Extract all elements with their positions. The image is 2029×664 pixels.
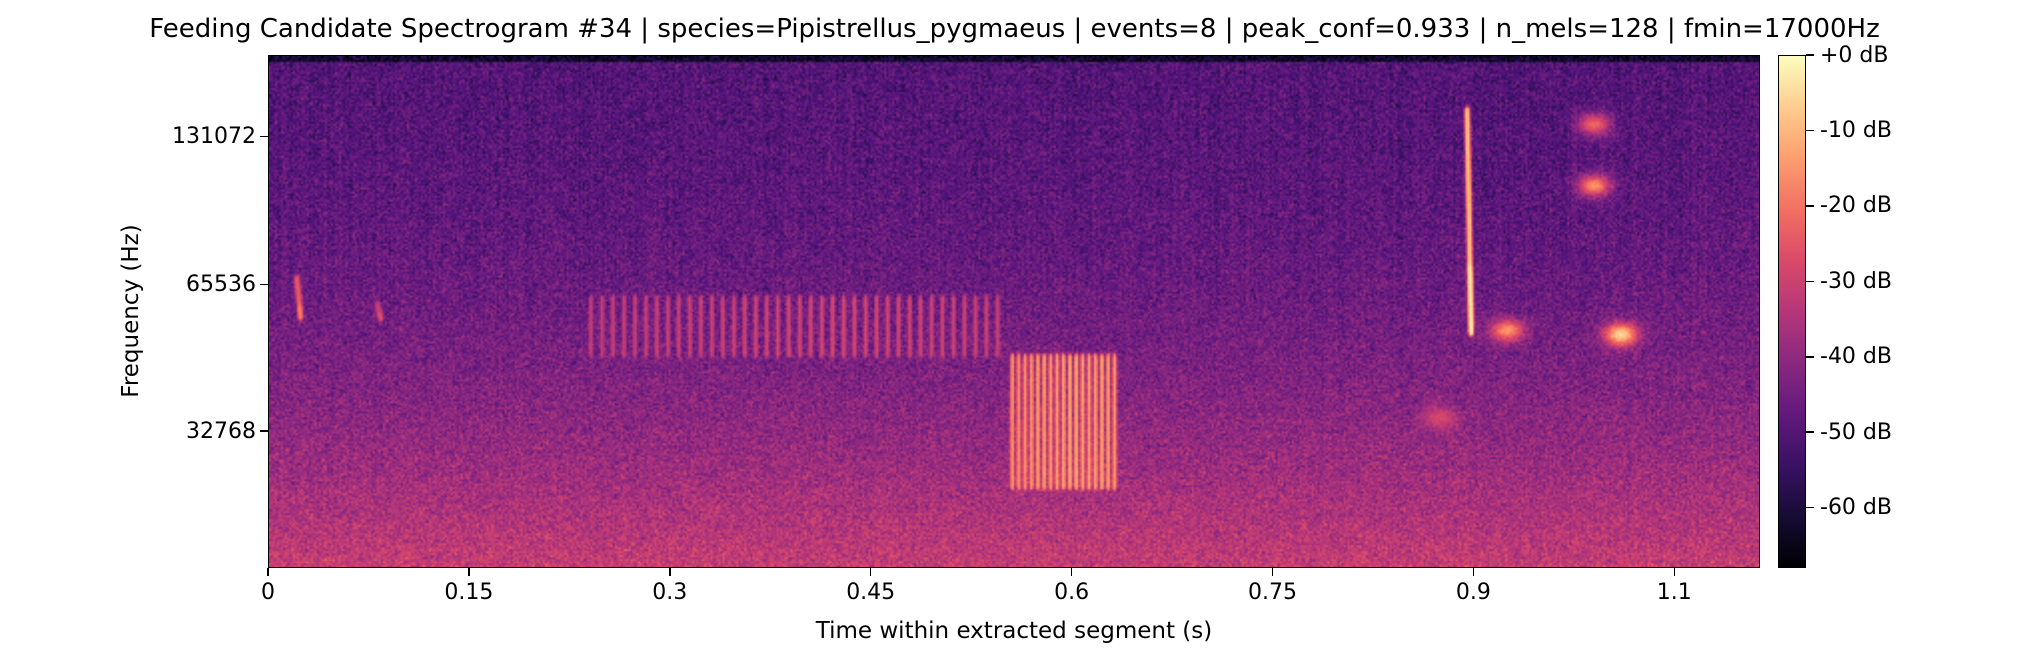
x-tick-label: 0.3 bbox=[652, 580, 688, 605]
colorbar-tick bbox=[1806, 129, 1814, 132]
colorbar-tick bbox=[1806, 54, 1814, 56]
spectrogram-heatmap bbox=[269, 56, 1759, 567]
x-tick-label: 0.9 bbox=[1455, 580, 1491, 605]
x-tick bbox=[1472, 568, 1475, 576]
x-tick-label: 1.1 bbox=[1656, 580, 1692, 605]
x-tick-label: 0.75 bbox=[1247, 580, 1297, 605]
x-tick-label: 0 bbox=[261, 580, 275, 605]
y-tick bbox=[260, 135, 268, 138]
y-tick bbox=[260, 430, 268, 432]
y-tick-label: 32768 bbox=[186, 418, 256, 444]
x-tick bbox=[869, 568, 872, 576]
y-tick bbox=[260, 283, 268, 286]
y-tick-label: 65536 bbox=[186, 271, 256, 297]
x-tick bbox=[669, 568, 671, 576]
colorbar-tick-label: -10 dB bbox=[1820, 117, 1892, 143]
x-tick-label: 0.15 bbox=[444, 580, 494, 605]
colorbar-tick-label: +0 dB bbox=[1820, 42, 1889, 68]
x-tick bbox=[468, 568, 470, 576]
colorbar-tick bbox=[1806, 356, 1814, 358]
chart-title: Feeding Candidate Spectrogram #34 | spec… bbox=[149, 14, 1880, 44]
x-tick bbox=[1070, 568, 1073, 576]
colorbar-tick bbox=[1806, 431, 1814, 433]
x-tick bbox=[267, 568, 269, 576]
colorbar-tick-label: -30 dB bbox=[1820, 268, 1892, 294]
colorbar-tick-label: -40 dB bbox=[1820, 344, 1892, 370]
colorbar-tick bbox=[1806, 205, 1814, 207]
y-axis-label: Frequency (Hz) bbox=[118, 224, 144, 398]
x-tick bbox=[1673, 568, 1676, 576]
colorbar-tick-label: -20 dB bbox=[1820, 193, 1892, 219]
x-tick bbox=[1271, 568, 1274, 576]
colorbar-tick bbox=[1806, 506, 1814, 509]
spectrogram-plot-area bbox=[268, 55, 1760, 568]
colorbar bbox=[1778, 55, 1806, 568]
x-axis-label: Time within extracted segment (s) bbox=[815, 618, 1213, 644]
x-tick-label: 0.45 bbox=[846, 580, 896, 605]
y-tick-label: 131072 bbox=[172, 124, 256, 150]
x-tick-label: 0.6 bbox=[1054, 580, 1090, 605]
colorbar-tick bbox=[1806, 280, 1814, 283]
colorbar-tick-label: -60 dB bbox=[1820, 495, 1892, 521]
colorbar-tick-label: -50 dB bbox=[1820, 419, 1892, 445]
